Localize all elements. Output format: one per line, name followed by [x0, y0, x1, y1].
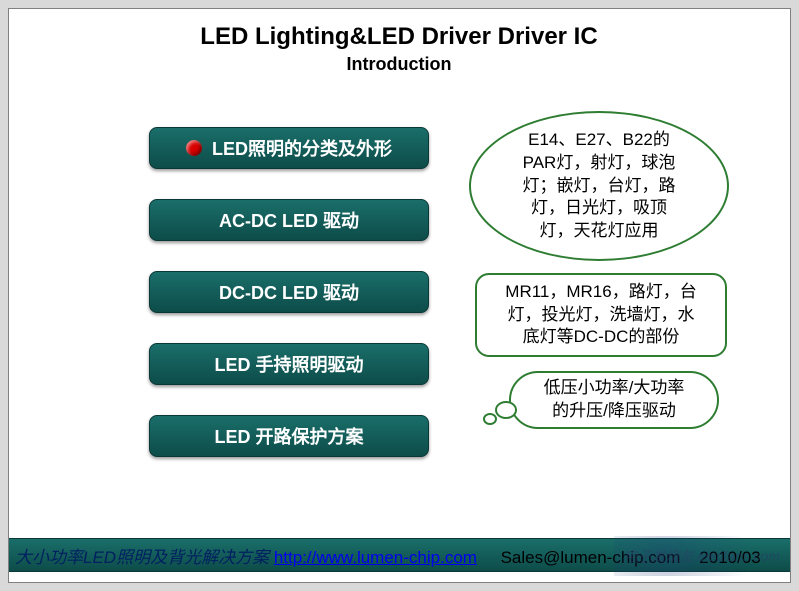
title-block: LED Lighting&LED Driver Driver IC Introd… — [89, 23, 709, 75]
watermark: 电子发烧友 elecfans.com — [614, 536, 784, 576]
nav-button-label: AC-DC LED 驱动 — [219, 207, 359, 233]
callout-cloud: 低压小功率/大功率 的升压/降压驱动 — [509, 371, 719, 429]
slide: LED Lighting&LED Driver Driver IC Introd… — [8, 8, 791, 583]
nav-button-4[interactable]: LED 开路保护方案 — [149, 415, 429, 457]
nav-button-0[interactable]: LED照明的分类及外形 — [149, 127, 429, 169]
footer-link[interactable]: http://www.lumen-chip.com — [274, 548, 477, 567]
title-sub: Introduction — [89, 54, 709, 75]
active-dot-icon — [186, 140, 202, 156]
callout-rounded-rect: MR11，MR16，路灯，台 灯，投光灯，洗墙灯，水 底灯等DC-DC的部份 — [475, 273, 727, 357]
nav-button-label: DC-DC LED 驱动 — [219, 279, 359, 305]
nav-button-label: LED照明的分类及外形 — [212, 135, 392, 161]
footer-slogan: 大小功率LED照明及背光解决方案 — [15, 548, 269, 567]
nav-button-3[interactable]: LED 手持照明驱动 — [149, 343, 429, 385]
nav-button-1[interactable]: AC-DC LED 驱动 — [149, 199, 429, 241]
callout-oval: E14、E27、B22的 PAR灯，射灯，球泡 灯；嵌灯，台灯，路 灯，日光灯，… — [469, 111, 729, 261]
nav-button-2[interactable]: DC-DC LED 驱动 — [149, 271, 429, 313]
title-main: LED Lighting&LED Driver Driver IC — [89, 23, 709, 52]
nav-button-label: LED 开路保护方案 — [214, 423, 363, 449]
nav-button-label: LED 手持照明驱动 — [214, 351, 363, 377]
